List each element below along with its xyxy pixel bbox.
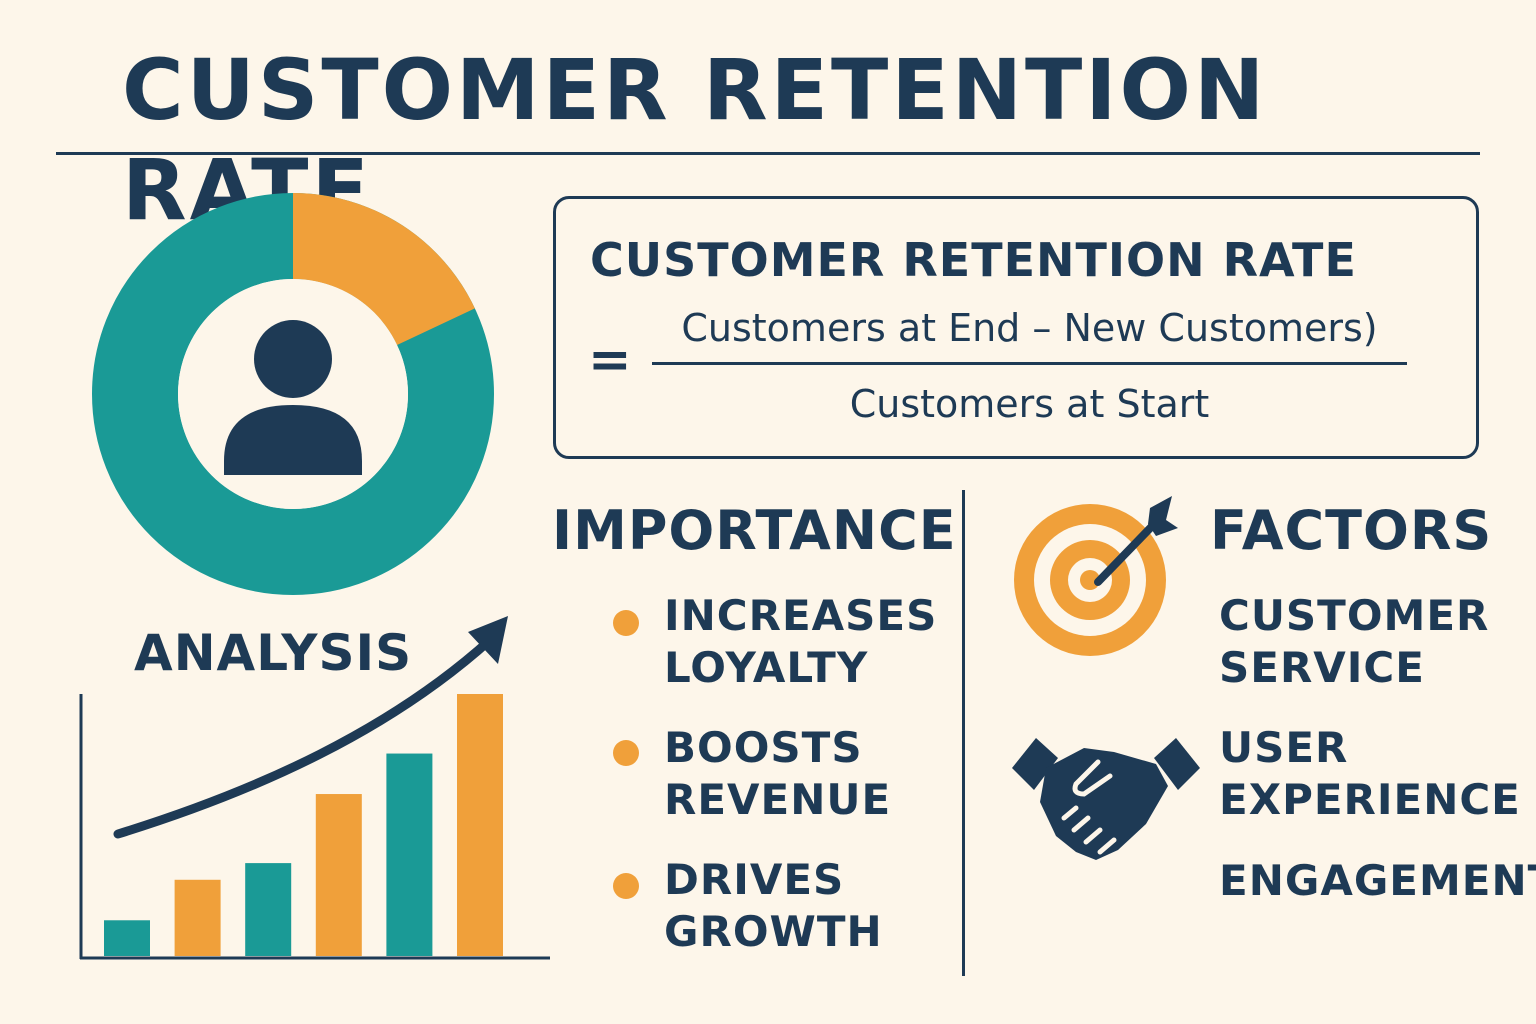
- fraction-line: [652, 362, 1407, 365]
- bullet-dot: [613, 873, 639, 899]
- importance-item-3-line2: GROWTH: [664, 907, 883, 956]
- chart-bar: [315, 794, 362, 956]
- chart-bar: [174, 879, 221, 956]
- factors-title: FACTORS: [1210, 499, 1493, 562]
- target-icon: [1014, 496, 1178, 656]
- retention-donut: [92, 193, 494, 595]
- title-divider: [56, 152, 1480, 155]
- factor-item-2-line1: USER: [1219, 723, 1349, 772]
- analysis-bar-chart: [79, 616, 550, 960]
- formula-denominator: Customers at Start: [849, 382, 1210, 426]
- factor-item-1-line1: CUSTOMER: [1219, 591, 1490, 640]
- importance-item-1-line1: INCREASES: [664, 591, 938, 640]
- page-title: CUSTOMER RETENTION RATE: [122, 41, 1268, 239]
- formula-title: CUSTOMER RETENTION RATE: [590, 233, 1357, 287]
- importance-item-2-line2: REVENUE: [664, 775, 892, 824]
- formula-equals: =: [588, 330, 632, 390]
- column-divider: [962, 490, 965, 976]
- handshake-icon: [1012, 738, 1200, 860]
- person-icon: [224, 320, 362, 475]
- bullet-dot: [613, 740, 639, 766]
- importance-item-1-line2: LOYALTY: [664, 643, 869, 692]
- formula-numerator: Customers at End – New Customers): [681, 306, 1378, 350]
- factor-item-3-line1: ENGAGEMENT: [1219, 856, 1536, 905]
- factor-item-2-line2: EXPERIENCE: [1219, 775, 1521, 824]
- trend-arrow-icon: [113, 616, 508, 839]
- chart-bar: [104, 920, 150, 956]
- bullet-dot: [613, 610, 639, 636]
- importance-item-2-line1: BOOSTS: [664, 723, 863, 772]
- factor-item-1-line2: SERVICE: [1219, 643, 1425, 692]
- donut-orange-segment: [293, 193, 475, 346]
- importance-title: IMPORTANCE: [552, 499, 957, 562]
- chart-bar: [457, 694, 503, 956]
- importance-item-3-line1: DRIVES: [664, 855, 845, 904]
- analysis-label: ANALYSIS: [134, 624, 413, 682]
- formula-box: [553, 196, 1479, 459]
- chart-bar: [245, 863, 292, 956]
- chart-bar: [386, 753, 433, 956]
